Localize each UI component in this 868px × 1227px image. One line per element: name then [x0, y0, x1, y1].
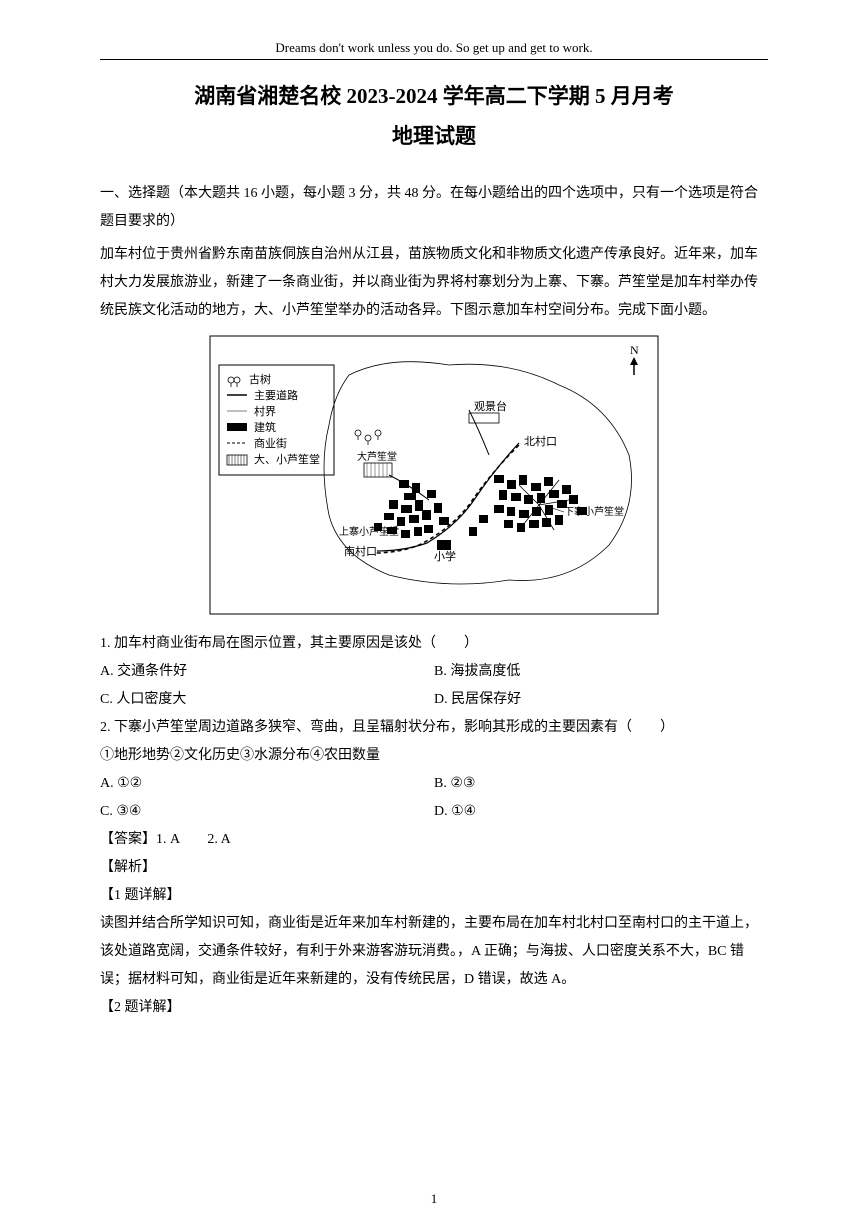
upper-small-lusheng-label: 上寨小芦笙堂	[339, 525, 399, 538]
legend-tree-label: 古树	[249, 372, 271, 386]
lower-small-lusheng-label: 下寨小芦笙堂	[564, 505, 624, 518]
legend-lusheng-label: 大、小芦笙堂	[254, 452, 320, 466]
question-2: 2. 下寨小芦笙堂周边道路多狭窄、弯曲，且呈辐射状分布，影响其形成的主要因素有（…	[100, 714, 768, 742]
north-village-label: 北村口	[524, 434, 557, 448]
detail2-label: 【2 题详解】	[100, 994, 768, 1022]
analysis-label: 【解析】	[100, 854, 768, 882]
school-label: 小学	[434, 549, 456, 563]
legend-commercial-label: 商业街	[254, 436, 287, 450]
header-motto: Dreams don't work unless you do. So get …	[100, 40, 768, 60]
title-main: 湖南省湘楚名校 2023-2024 学年高二下学期 5 月月考	[100, 80, 768, 110]
question-2-sub: ①地形地势②文化历史③水源分布④农田数量	[100, 742, 768, 770]
page-number: 1	[431, 1191, 438, 1207]
q2-option-d: D. ①④	[434, 798, 768, 826]
q2-option-c: C. ③④	[100, 798, 434, 826]
q1-option-d: D. 民居保存好	[434, 686, 768, 714]
title-sub: 地理试题	[100, 120, 768, 150]
q2-option-b: B. ②③	[434, 770, 768, 798]
map-container: 古树 主要道路 村界 建筑 商业街 大、小芦笙堂 N	[100, 335, 768, 620]
question-1: 1. 加车村商业街布局在图示位置，其主要原因是该处（ ）	[100, 630, 768, 658]
compass-label: N	[630, 343, 639, 357]
village-map: 古树 主要道路 村界 建筑 商业街 大、小芦笙堂 N	[209, 335, 659, 615]
south-village-label: 南村口	[344, 544, 377, 558]
detail1-label: 【1 题详解】	[100, 882, 768, 910]
detail1-text: 读图并结合所学知识可知，商业街是近年来加车村新建的，主要布局在加车村北村口至南村…	[100, 910, 768, 994]
legend-road-label: 主要道路	[254, 388, 298, 402]
legend-building-label: 建筑	[254, 420, 276, 434]
q2-option-a: A. ①②	[100, 770, 434, 798]
q1-option-b: B. 海拔高度低	[434, 658, 768, 686]
section-instruction: 一、选择题（本大题共 16 小题，每小题 3 分，共 48 分。在每小题给出的四…	[100, 180, 768, 236]
legend-border-label: 村界	[254, 404, 276, 418]
viewing-platform-label: 观景台	[474, 399, 507, 413]
q1-option-c: C. 人口密度大	[100, 686, 434, 714]
answer-line: 【答案】1. A 2. A	[100, 826, 768, 854]
passage-text: 加车村位于贵州省黔东南苗族侗族自治州从江县，苗族物质文化和非物质文化遗产传承良好…	[100, 241, 768, 325]
q1-option-a: A. 交通条件好	[100, 658, 434, 686]
big-lusheng-label: 大芦笙堂	[357, 450, 397, 463]
lower-village-buildings	[469, 475, 587, 536]
